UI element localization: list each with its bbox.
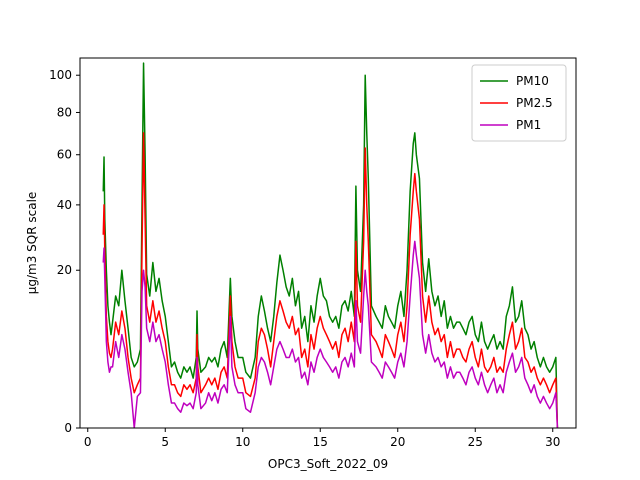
series-line-pm1: [102, 240, 559, 428]
legend-label: PM2.5: [516, 96, 553, 110]
x-tick-label: 0: [84, 435, 92, 449]
y-axis: 0 20 40 60 80 100: [49, 68, 80, 435]
x-tick-label: 30: [545, 435, 560, 449]
legend: PM10 PM2.5 PM1: [471, 64, 567, 142]
y-tick-label: 40: [57, 198, 72, 212]
x-axis: 0 5 10 15 20 25 30: [84, 428, 560, 449]
y-tick-label: 80: [57, 105, 72, 119]
series-line-pm25: [102, 132, 559, 428]
legend-label: PM1: [516, 118, 541, 132]
x-tick-label: 25: [468, 435, 483, 449]
x-axis-label: OPC3_Soft_2022_09: [268, 457, 388, 471]
y-tick-label: 0: [64, 421, 72, 435]
y-tick-label: 60: [57, 148, 72, 162]
series-layer: [102, 62, 559, 428]
series-line-pm10: [102, 62, 559, 428]
x-tick-label: 20: [390, 435, 405, 449]
y-axis-label: µg/m3 SQR scale: [25, 192, 39, 295]
plot-frame: [79, 57, 577, 429]
x-tick-label: 10: [235, 435, 250, 449]
y-tick-label: 20: [57, 263, 72, 277]
x-tick-label: 15: [313, 435, 328, 449]
y-tick-label: 100: [49, 68, 72, 82]
legend-label: PM10: [516, 74, 549, 88]
legend-box: [471, 64, 567, 142]
x-tick-label: 5: [161, 435, 169, 449]
